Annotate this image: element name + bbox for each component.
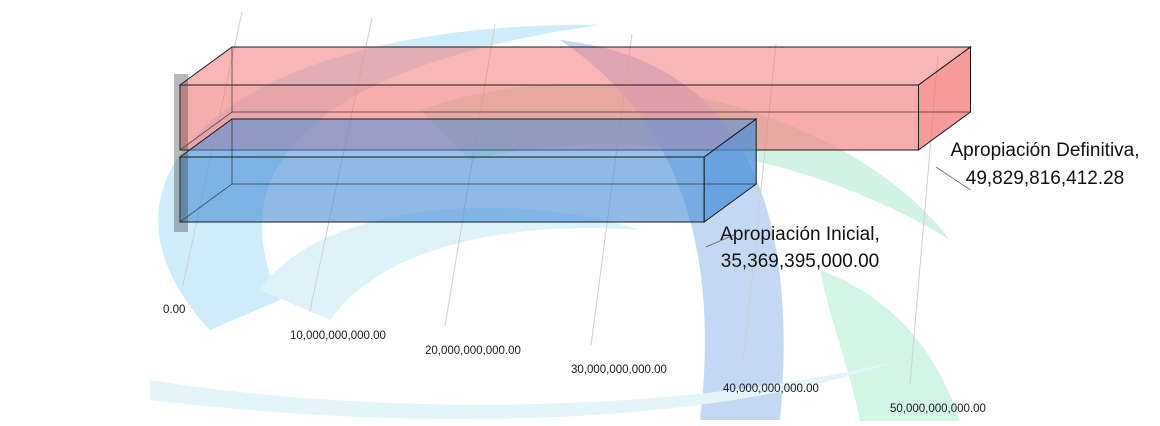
tick-label: 50,000,000,000.00 (890, 403, 986, 415)
bar-apropiacion-inicial (178, 118, 758, 223)
bars (174, 46, 973, 232)
leader-line (935, 166, 971, 191)
origin-shadow (174, 74, 188, 232)
tick-label: 20,000,000,000.00 (425, 345, 521, 357)
data-label-category: Apropiación Definitiva, (950, 140, 1139, 161)
tick-label: 10,000,000,000.00 (290, 330, 386, 342)
data-labels: Apropiación Definitiva, 49,829,816,412.28… (705, 140, 1140, 272)
tick-label: 30,000,000,000.00 (571, 364, 667, 376)
data-label-value: 49,829,816,412.28 (966, 168, 1125, 189)
leader-line (705, 233, 737, 248)
data-label-category: Apropiación Inicial, (720, 224, 879, 245)
tick-label: 0.00 (163, 304, 185, 316)
tick-label: 40,000,000,000.00 (723, 383, 819, 395)
tick-labels: 0.00 10,000,000,000.00 20,000,000,000.00 30… (163, 304, 986, 415)
data-label-value: 35,369,395,000.00 (721, 251, 880, 272)
